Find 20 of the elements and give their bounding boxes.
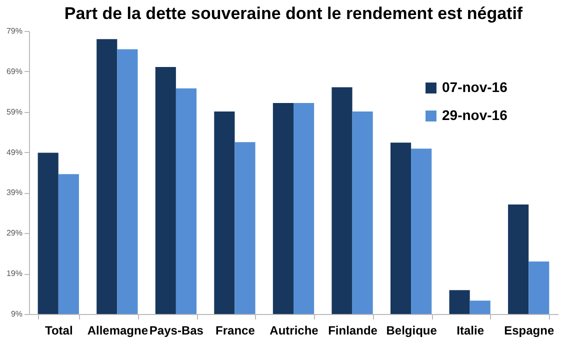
y-tick-label: 69% <box>6 66 22 76</box>
x-tick-label: Pays-Bas <box>149 324 204 338</box>
chart-title: Part de la dette souveraine dont le rendement est négatif <box>64 4 523 23</box>
x-tick-label: Autriche <box>270 324 319 338</box>
y-tick-label: 59% <box>6 107 22 116</box>
y-tick-label: 9% <box>10 310 22 318</box>
y-tick-label: 19% <box>6 269 22 278</box>
legend-label: 07-nov-16 <box>442 79 508 95</box>
y-tick-label: 29% <box>6 228 22 238</box>
x-tick-label: Total <box>45 324 73 338</box>
x-tick-label: Allemagne <box>87 324 148 338</box>
x-tick-label: Espagne <box>504 324 554 338</box>
x-tick-label: France <box>216 324 256 338</box>
x-tick-label: Italie <box>456 324 484 338</box>
y-tick-label: 49% <box>6 148 22 157</box>
y-tick-label: 39% <box>6 188 22 198</box>
x-tick-label: Belgique <box>386 324 438 338</box>
x-tick-label: Finlande <box>328 324 378 338</box>
y-tick-label: 79% <box>6 26 22 36</box>
legend-label: 29-nov-16 <box>442 107 508 123</box>
